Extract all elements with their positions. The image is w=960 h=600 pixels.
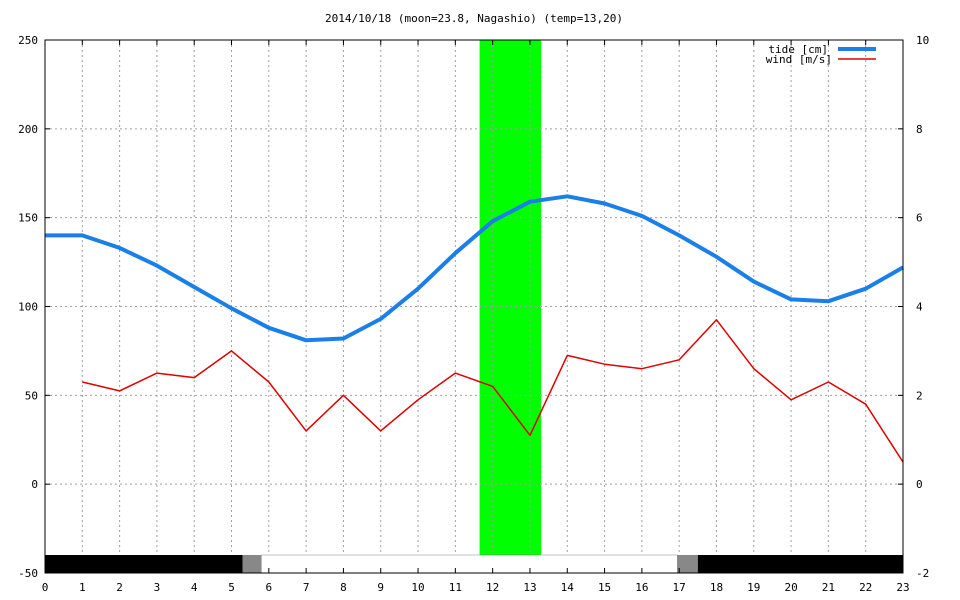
y-tick-label: 200 [18, 123, 38, 136]
y-tick-label: 250 [18, 34, 38, 47]
tide-series-line [45, 194, 904, 343]
x-tick-label: 17 [673, 581, 686, 594]
x-tick-label: 21 [822, 581, 835, 594]
x-tick-label: 0 [42, 581, 49, 594]
y2-tick-label: 6 [916, 212, 923, 225]
legend-label-tide: tide [cm] [768, 43, 828, 56]
x-tick-label: 22 [859, 581, 872, 594]
y2-tick-label: 8 [916, 123, 923, 136]
x-tick-label: 2 [116, 581, 123, 594]
y2-tick-label: 0 [916, 478, 923, 491]
x-tick-label: 14 [561, 581, 575, 594]
x-tick-label: 11 [449, 581, 462, 594]
x-tick-label: 7 [303, 581, 310, 594]
y-tick-label: 50 [25, 389, 38, 402]
x-tick-label: 1 [79, 581, 86, 594]
daylight-bar-segment [242, 555, 262, 573]
y-tick-label: 150 [18, 212, 38, 225]
wind-series-line [82, 319, 904, 463]
daylight-bar-segment [677, 555, 698, 573]
legend: tide [cm] wind [m/s] [766, 43, 876, 66]
x-tick-label: 5 [228, 581, 235, 594]
y2-tick-label: 2 [916, 389, 923, 402]
daylight-bar-segment [697, 555, 903, 573]
x-tick-label: 10 [411, 581, 424, 594]
x-tick-label: 3 [154, 581, 161, 594]
y-tick-label: 0 [31, 478, 38, 491]
y2-tick-label: 10 [916, 34, 929, 47]
x-tick-label: 13 [523, 581, 536, 594]
y2-tick-label: 4 [916, 301, 923, 314]
x-tick-label: 4 [191, 581, 198, 594]
x-tick-label: 23 [896, 581, 909, 594]
daylight-bar-segment [261, 554, 678, 574]
chart-title: 2014/10/18 (moon=23.8, Nagashio) (temp=1… [325, 12, 623, 25]
y2-tick-label: -2 [916, 567, 929, 580]
x-tick-label: 15 [598, 581, 611, 594]
y-tick-label: -50 [18, 567, 38, 580]
plot-frame [44, 39, 904, 574]
y-tick-label: 100 [18, 301, 38, 314]
x-tick-label: 16 [635, 581, 648, 594]
legend-label-wind: wind [m/s] [766, 53, 832, 66]
x-tick-label: 9 [377, 581, 384, 594]
daylight-bar-segment [45, 555, 243, 573]
x-tick-label: 20 [784, 581, 797, 594]
x-tick-label: 18 [710, 581, 723, 594]
x-tick-label: 6 [266, 581, 273, 594]
x-tick-label: 12 [486, 581, 499, 594]
x-tick-label: 8 [340, 581, 347, 594]
x-tick-label: 19 [747, 581, 760, 594]
